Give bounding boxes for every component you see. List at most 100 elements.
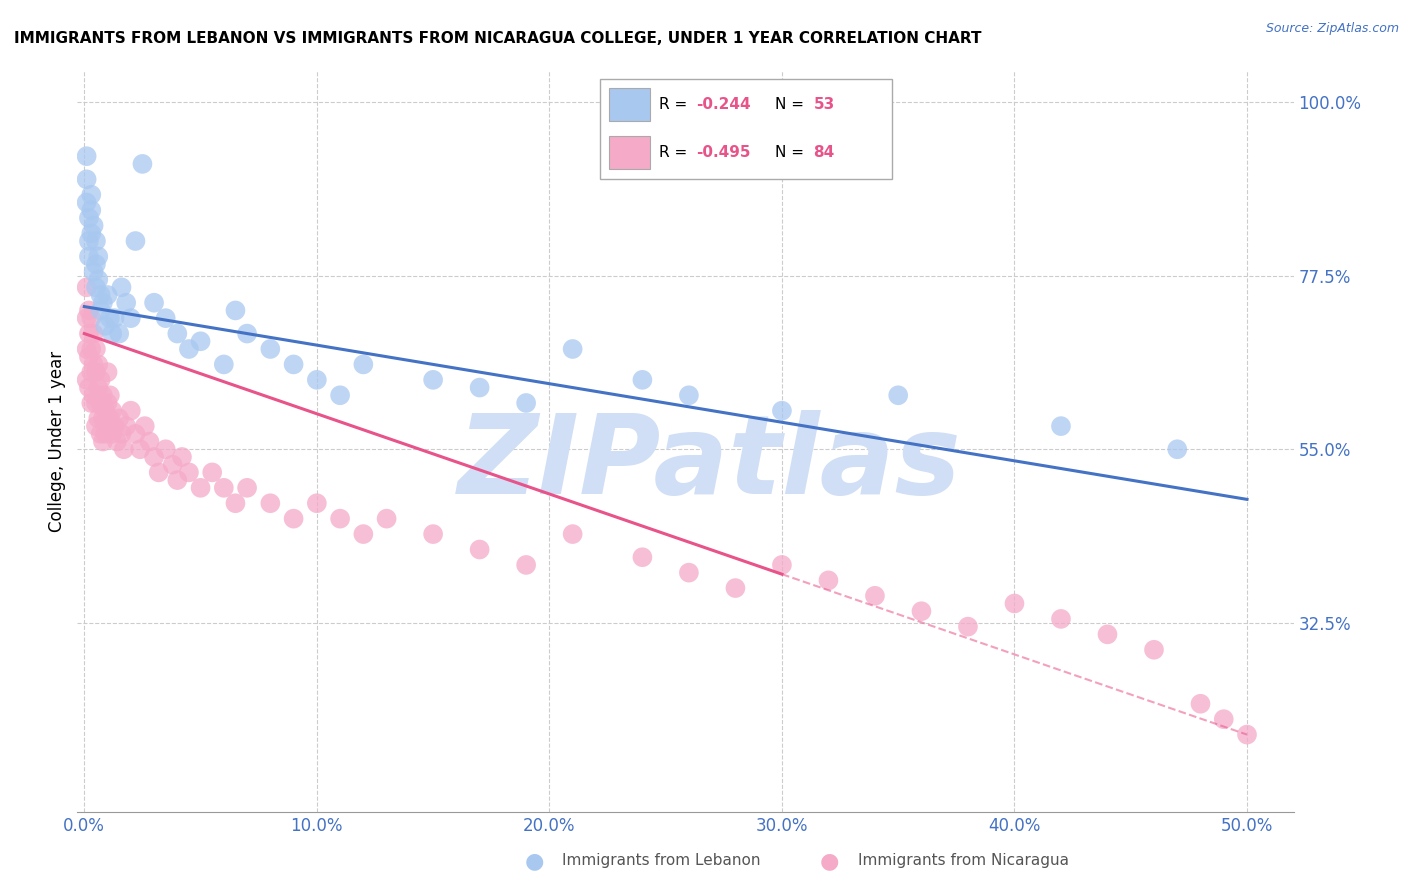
Text: Immigrants from Nicaragua: Immigrants from Nicaragua bbox=[858, 854, 1069, 868]
Point bbox=[177, 466, 200, 480]
Point bbox=[561, 527, 583, 541]
Point bbox=[83, 219, 105, 233]
Point bbox=[259, 496, 281, 510]
Point bbox=[305, 373, 328, 387]
Point bbox=[77, 249, 100, 264]
Point bbox=[84, 257, 107, 271]
Point bbox=[98, 411, 121, 425]
Point bbox=[76, 311, 98, 326]
Point bbox=[77, 350, 100, 364]
Point bbox=[83, 265, 105, 279]
Point bbox=[678, 388, 700, 402]
Point bbox=[101, 426, 124, 441]
Point bbox=[631, 550, 654, 565]
Point bbox=[90, 303, 112, 318]
Point bbox=[131, 157, 153, 171]
Point bbox=[80, 311, 103, 326]
Point bbox=[166, 326, 188, 341]
Point bbox=[110, 426, 132, 441]
Text: Source: ZipAtlas.com: Source: ZipAtlas.com bbox=[1265, 22, 1399, 36]
Point bbox=[103, 311, 125, 326]
Point bbox=[863, 589, 886, 603]
Point bbox=[94, 403, 117, 417]
Point bbox=[108, 326, 131, 341]
Point bbox=[1166, 442, 1188, 457]
Point bbox=[80, 203, 103, 218]
Point bbox=[515, 396, 537, 410]
Point bbox=[101, 403, 124, 417]
Point bbox=[724, 581, 747, 595]
Point bbox=[91, 295, 114, 310]
Text: ●: ● bbox=[820, 851, 839, 871]
Point bbox=[170, 450, 193, 464]
Point bbox=[956, 619, 979, 633]
Point bbox=[259, 342, 281, 356]
Point bbox=[80, 396, 103, 410]
Point bbox=[1189, 697, 1212, 711]
Point bbox=[190, 481, 212, 495]
Point bbox=[91, 434, 114, 449]
Point bbox=[97, 288, 120, 302]
Point bbox=[108, 411, 131, 425]
Point bbox=[83, 388, 105, 402]
Point bbox=[76, 149, 98, 163]
Point bbox=[77, 326, 100, 341]
Point bbox=[631, 373, 654, 387]
Point bbox=[110, 280, 132, 294]
Point bbox=[143, 295, 166, 310]
Text: ZIPatlas: ZIPatlas bbox=[458, 410, 962, 517]
Point bbox=[177, 342, 200, 356]
Point bbox=[112, 442, 135, 457]
Point bbox=[201, 466, 224, 480]
Point bbox=[91, 388, 114, 402]
Point bbox=[84, 396, 107, 410]
Point bbox=[910, 604, 932, 618]
Point bbox=[375, 511, 398, 525]
Point bbox=[76, 172, 98, 186]
Point bbox=[148, 466, 170, 480]
Point bbox=[91, 411, 114, 425]
Point bbox=[115, 419, 138, 434]
Point bbox=[84, 342, 107, 356]
Point bbox=[1050, 612, 1073, 626]
Point bbox=[134, 419, 156, 434]
Point bbox=[90, 288, 112, 302]
Point bbox=[155, 442, 177, 457]
Point bbox=[124, 234, 146, 248]
Point bbox=[1212, 712, 1234, 726]
Point bbox=[1143, 642, 1166, 657]
Point bbox=[120, 403, 142, 417]
Point bbox=[94, 426, 117, 441]
Point bbox=[83, 326, 105, 341]
Point bbox=[236, 326, 259, 341]
Point bbox=[80, 187, 103, 202]
Point bbox=[87, 358, 110, 372]
Point bbox=[98, 388, 121, 402]
Point bbox=[98, 311, 121, 326]
Point bbox=[77, 211, 100, 225]
Point bbox=[422, 527, 444, 541]
Point bbox=[90, 396, 112, 410]
Y-axis label: College, Under 1 year: College, Under 1 year bbox=[48, 351, 66, 533]
Point bbox=[1236, 728, 1258, 742]
Point bbox=[561, 342, 583, 356]
Point bbox=[224, 303, 246, 318]
Point bbox=[770, 558, 793, 572]
Point bbox=[329, 511, 352, 525]
Point bbox=[162, 458, 184, 472]
Point bbox=[83, 358, 105, 372]
Point bbox=[77, 234, 100, 248]
Point bbox=[887, 388, 910, 402]
Text: Immigrants from Lebanon: Immigrants from Lebanon bbox=[562, 854, 761, 868]
Point bbox=[97, 365, 120, 379]
Point bbox=[84, 365, 107, 379]
Point bbox=[77, 303, 100, 318]
Point bbox=[1050, 419, 1073, 434]
Point bbox=[80, 227, 103, 241]
Point bbox=[817, 574, 839, 588]
Point bbox=[155, 311, 177, 326]
Point bbox=[329, 388, 352, 402]
Point bbox=[468, 542, 491, 557]
Point bbox=[678, 566, 700, 580]
Point bbox=[1097, 627, 1119, 641]
